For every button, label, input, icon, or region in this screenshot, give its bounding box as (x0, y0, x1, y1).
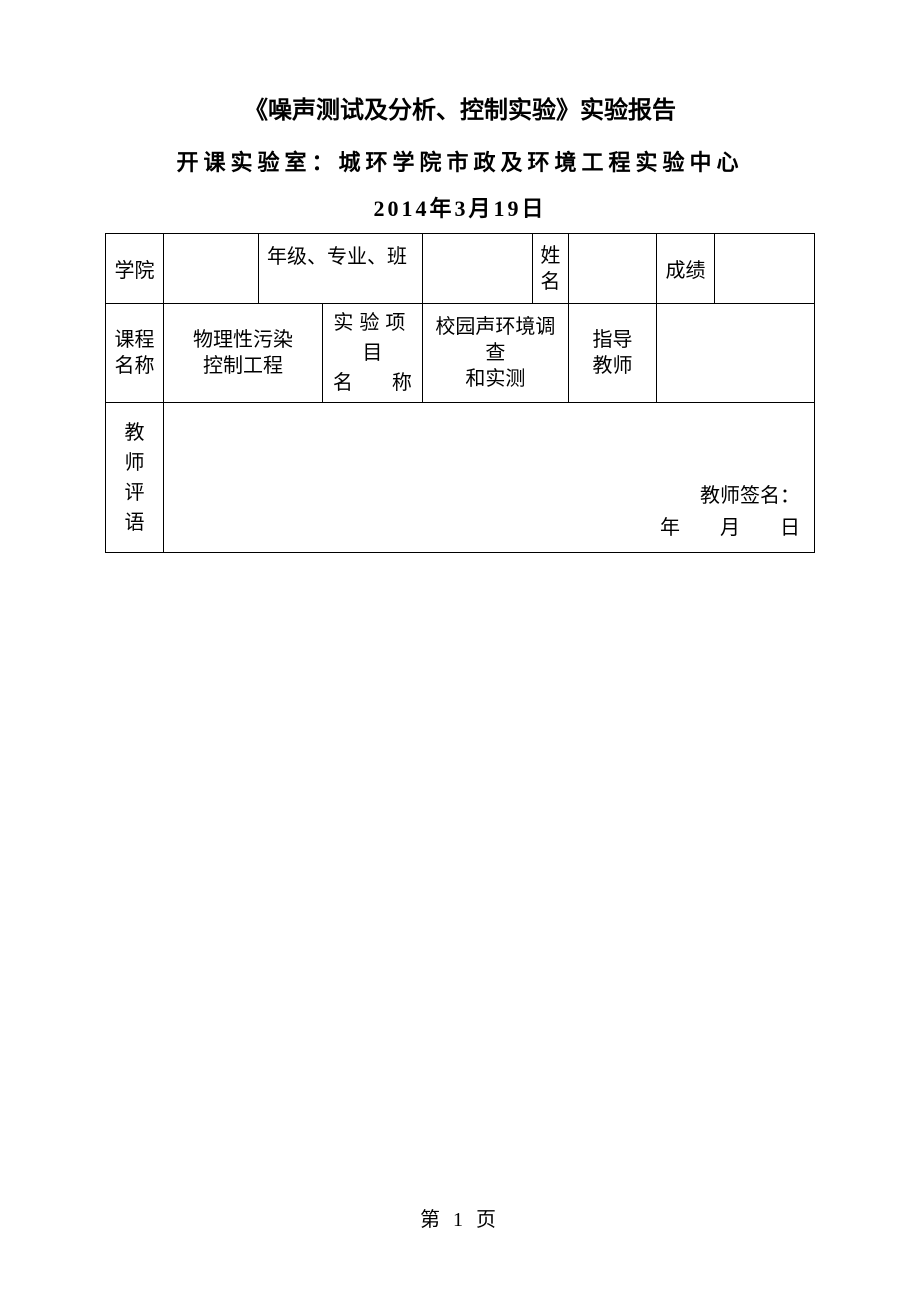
exp-name-label-left: 名 (333, 368, 353, 398)
table-row-1: 学院 年级、专业、班 姓 名 成绩 (106, 234, 815, 304)
report-date: 2014年3月19日 (105, 191, 815, 223)
exp-name-value-bot: 和实测 (465, 368, 525, 390)
course-value: 物理性污染 控制工程 (164, 304, 323, 403)
exp-name-label-top: 实验项 (333, 312, 411, 334)
course-label: 课程 名称 (106, 304, 164, 403)
exp-name-value: 校园声环境调查 和实测 (422, 304, 568, 403)
comment-label: 教 师 评 语 (106, 403, 164, 553)
table-row-2: 课程 名称 物理性污染 控制工程 实验项 目 名 称 (106, 304, 815, 403)
lab-room-line: 开课实验室：城环学院市政及环境工程实验中心 (105, 145, 815, 177)
course-value-bot: 控制工程 (203, 355, 283, 377)
course-label-bot: 名称 (115, 355, 155, 377)
exp-name-label-right: 称 (392, 368, 412, 398)
score-value (715, 234, 815, 304)
advisor-label: 指导 教师 (568, 304, 656, 403)
grade-class-value (422, 234, 532, 304)
page-footer: 第 1 页 (0, 1203, 920, 1232)
date-line: 年 月 日 (170, 512, 800, 544)
name-label-top: 姓 (540, 245, 560, 267)
advisor-label-bot: 教师 (592, 355, 632, 377)
grade-class-label: 年级、专业、班 (259, 234, 423, 304)
exp-name-value-top: 校园声环境调查 (435, 316, 555, 364)
name-label-bot: 名 (540, 271, 560, 293)
exp-name-label: 实验项 目 名 称 (322, 304, 422, 403)
comment-label-2: 师 (125, 452, 145, 474)
exp-name-label-mid: 目 (362, 342, 382, 364)
comment-label-1: 教 (125, 422, 145, 444)
college-value (164, 234, 259, 304)
comment-label-4: 语 (125, 512, 145, 534)
course-label-top: 课程 (115, 329, 155, 351)
college-label: 学院 (106, 234, 164, 304)
table-row-3: 教 师 评 语 教师签名： 年 月 日 (106, 403, 815, 553)
advisor-value (657, 304, 815, 403)
name-value (568, 234, 656, 304)
score-label: 成绩 (657, 234, 715, 304)
advisor-label-top: 指导 (592, 329, 632, 351)
comment-label-3: 评 (125, 482, 145, 504)
comment-cell: 教师签名： 年 月 日 (164, 403, 815, 553)
info-table: 学院 年级、专业、班 姓 名 成绩 课程 名称 (105, 233, 815, 553)
report-title: 《噪声测试及分析、控制实验》实验报告 (105, 90, 815, 125)
signature-line: 教师签名： (170, 480, 800, 512)
name-label: 姓 名 (532, 234, 568, 304)
course-value-top: 物理性污染 (193, 329, 293, 351)
